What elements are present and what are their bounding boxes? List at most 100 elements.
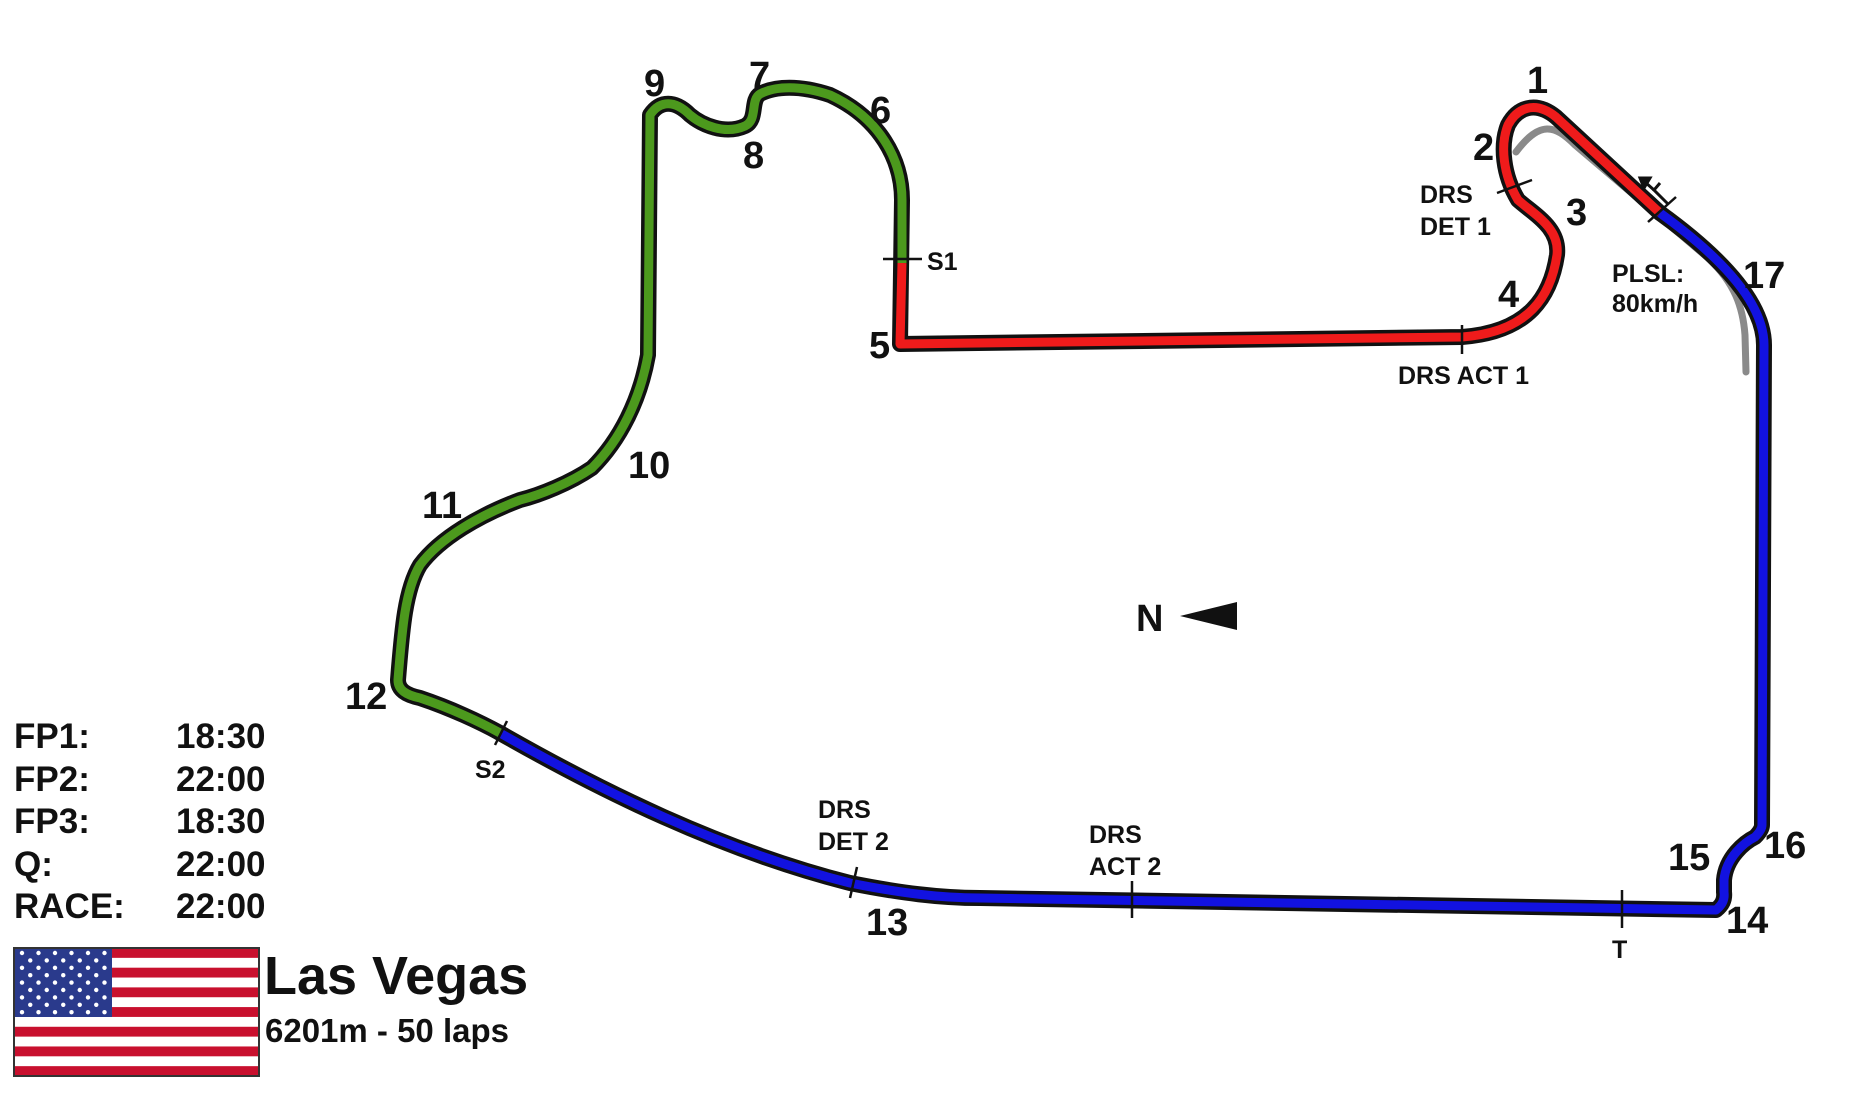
flag-star <box>52 965 58 970</box>
flag-star <box>61 987 66 993</box>
start-line-tick <box>1647 196 1677 223</box>
turn-6: 6 <box>870 90 891 132</box>
s2-tick <box>493 720 509 746</box>
flag-star <box>85 965 91 970</box>
flag-star <box>85 995 91 1000</box>
flag-star <box>69 1010 74 1015</box>
flag-stripe <box>14 1007 259 1017</box>
flag-star <box>77 1002 82 1007</box>
flag-star <box>28 1002 33 1007</box>
schedule-session: FP1: <box>14 717 90 756</box>
compass: N <box>1136 598 1237 640</box>
circuit-info: 6201m - 50 laps <box>265 1012 509 1049</box>
flag-stripe <box>14 1026 259 1037</box>
schedule-time: 22:00 <box>176 760 266 799</box>
turn-1: 1 <box>1527 60 1548 102</box>
flag-star <box>69 950 74 956</box>
flag-star <box>85 980 91 985</box>
turn-12: 12 <box>345 676 387 718</box>
flag-star <box>52 1010 58 1015</box>
turn-numbers: 1 2 3 4 5 6 7 8 9 10 11 12 13 14 15 16 1… <box>345 55 1806 944</box>
flag-star <box>36 965 41 970</box>
flag-star <box>85 1010 91 1015</box>
flag-star <box>44 1002 49 1007</box>
flag-stripe <box>14 948 259 958</box>
flag-star <box>19 995 25 1000</box>
start-direction-icon <box>1637 176 1670 206</box>
flag-star <box>44 987 49 993</box>
flag-star <box>52 980 58 985</box>
flag-star <box>61 958 66 963</box>
flag-star <box>85 950 91 956</box>
sector-1 <box>895 103 1664 349</box>
flag-star <box>69 980 74 985</box>
flag-star <box>44 958 49 963</box>
drs-act-2-label: DRS ACT 2 <box>1089 821 1161 881</box>
turn-10: 10 <box>628 445 670 487</box>
s1-label: S1 <box>927 248 958 276</box>
drs-act-1-label: DRS ACT 1 <box>1398 362 1529 390</box>
drs-det-2-tick <box>848 866 859 899</box>
flag-star <box>28 973 33 978</box>
flag-star <box>94 1002 99 1007</box>
flag-star <box>94 973 99 978</box>
marker-labels: S1 S2 T DRS DET 1 DRS ACT 1 DRS DET 2 DR… <box>475 181 1698 964</box>
drs-det-2-label: DRS DET 2 <box>818 796 889 856</box>
flag-star <box>102 950 107 956</box>
flag-star <box>94 958 99 963</box>
flag-star <box>44 973 49 978</box>
sector-3 <box>497 209 1769 915</box>
flag-star <box>36 1010 41 1015</box>
marker-ticks <box>493 178 1677 928</box>
turn-15: 15 <box>1668 837 1710 879</box>
flag-star <box>19 1010 25 1015</box>
schedule-time: 22:00 <box>176 845 266 884</box>
flag-star <box>28 958 33 963</box>
flag-star <box>61 973 66 978</box>
flag-star <box>36 995 41 1000</box>
sector-2 <box>393 83 907 737</box>
flag-star <box>52 995 58 1000</box>
turn-11: 11 <box>422 485 462 527</box>
flag-star <box>102 1010 107 1015</box>
usa-flag <box>13 947 260 1077</box>
flag-star <box>61 1002 66 1007</box>
schedule-time: 18:30 <box>176 717 266 756</box>
schedule-time: 22:00 <box>176 887 266 926</box>
s2-label: S2 <box>475 756 506 784</box>
schedule-session: FP3: <box>14 802 90 841</box>
flag-star <box>19 950 25 956</box>
flag-star <box>52 950 58 956</box>
drs-det-1-label: DRS DET 1 <box>1420 181 1491 241</box>
flag-star <box>102 965 107 970</box>
arrow-left-icon <box>1180 602 1237 630</box>
flag-star <box>102 995 107 1000</box>
turn-4: 4 <box>1498 274 1519 316</box>
flag-star <box>77 958 82 963</box>
flag-stripe <box>14 967 259 978</box>
flag-star <box>19 980 25 985</box>
speed-trap-label: T <box>1612 936 1627 964</box>
turn-7: 7 <box>749 55 770 97</box>
flag-star <box>36 950 41 956</box>
turn-14: 14 <box>1726 900 1768 942</box>
flag-stripe <box>14 1066 259 1076</box>
turn-17: 17 <box>1743 255 1785 297</box>
schedule: FP1: 18:30 FP2: 22:00 FP3: 18:30 Q: 22:0… <box>14 717 266 926</box>
flag-star <box>69 995 74 1000</box>
schedule-session: RACE: <box>14 887 125 926</box>
flag-star <box>102 980 107 985</box>
flag-star <box>94 987 99 993</box>
turn-2: 2 <box>1473 127 1494 169</box>
turn-13: 13 <box>866 902 908 944</box>
drs-det-1-tick <box>1496 178 1533 195</box>
flag-star <box>19 965 25 970</box>
compass-north-label: N <box>1136 598 1163 640</box>
flag-star <box>28 987 33 993</box>
turn-3: 3 <box>1566 192 1587 234</box>
turn-16: 16 <box>1764 825 1806 867</box>
turn-8: 8 <box>743 135 764 177</box>
flag-star <box>69 965 74 970</box>
pit-limit-label: PLSL: 80km/h <box>1612 260 1698 318</box>
